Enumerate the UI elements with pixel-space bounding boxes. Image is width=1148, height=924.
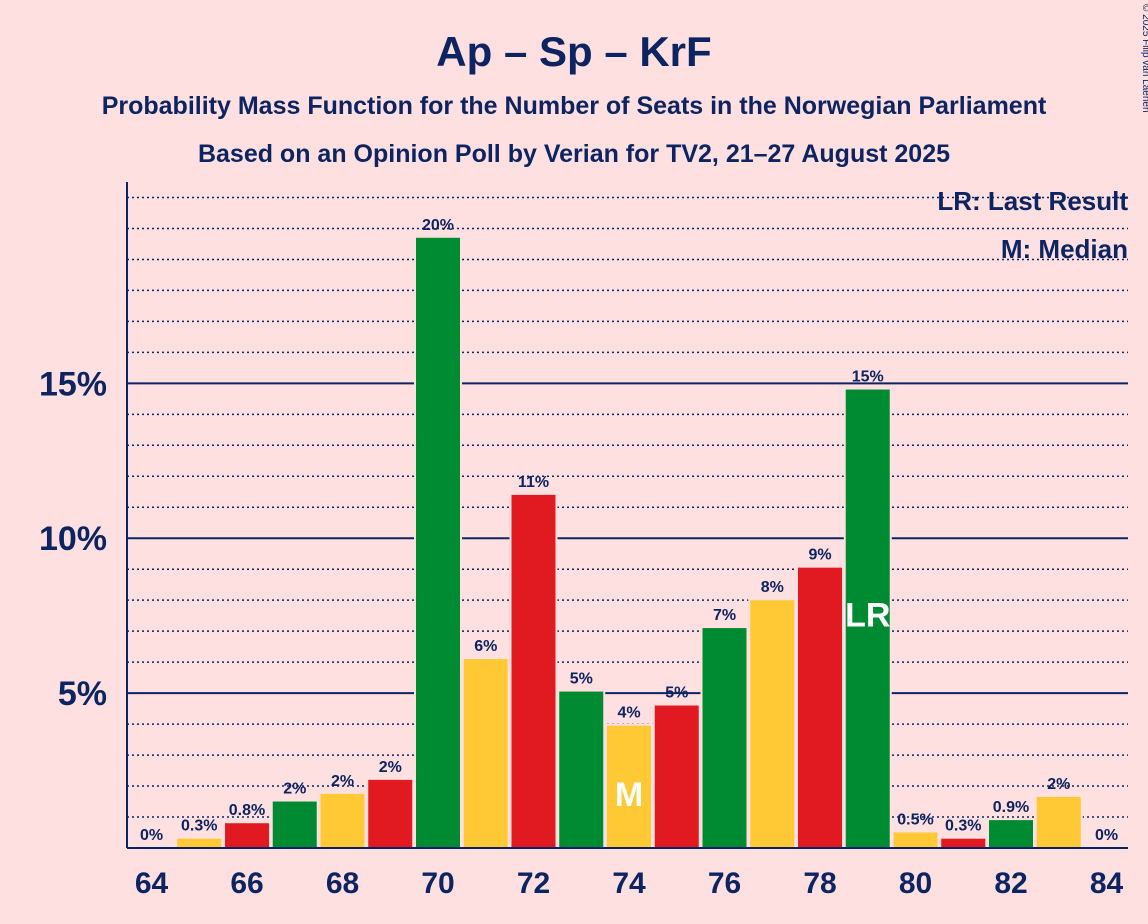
bar-seat-69: [368, 779, 413, 848]
x-tick-label: 82: [994, 867, 1027, 900]
data-label-seat-75: 5%: [665, 685, 688, 702]
x-tick-label: 84: [1090, 867, 1124, 900]
data-label-seat-74: 4%: [617, 705, 640, 722]
data-label-seat-70: 20%: [422, 217, 454, 234]
bar-seat-66: [225, 823, 269, 848]
chart-subtitle-2: Based on an Opinion Poll by Verian for T…: [198, 140, 950, 168]
data-label-seat-69: 2%: [379, 759, 402, 776]
bar-seat-74: [607, 725, 651, 848]
bar-seat-77: [750, 600, 795, 848]
y-tick-label: 10%: [39, 520, 107, 558]
x-tick-label: 66: [230, 867, 263, 900]
x-tick-label: 72: [517, 867, 550, 900]
data-label-seat-65: 0.3%: [181, 818, 217, 835]
data-label-seat-68: 2%: [331, 773, 354, 790]
x-tick-label: 64: [135, 867, 169, 900]
data-label-seat-84: 0%: [1095, 827, 1118, 844]
bar-seat-73: [559, 691, 604, 848]
legend-last-result: LR: Last Result: [937, 186, 1128, 216]
data-label-seat-79: 15%: [852, 369, 884, 386]
x-tick-label: 78: [803, 867, 836, 900]
data-label-seat-64: 0%: [140, 827, 163, 844]
bar-seat-67: [272, 801, 317, 848]
bar-seat-82: [989, 820, 1033, 848]
chart-subtitle: Probability Mass Function for the Number…: [102, 92, 1047, 120]
data-label-seat-82: 0.9%: [993, 799, 1029, 816]
data-label-seat-76: 7%: [713, 607, 736, 624]
bar-seat-71: [463, 659, 508, 848]
median-marker: M: [615, 776, 643, 814]
bar-seat-75: [654, 705, 699, 848]
x-tick-label: 68: [326, 867, 359, 900]
y-tick-label: 15%: [39, 365, 107, 403]
bar-seat-76: [702, 628, 747, 848]
y-axis-ticks: 5% 10% 15%: [39, 365, 107, 713]
data-label-seat-80: 0.5%: [897, 812, 933, 829]
x-tick-label: 70: [421, 867, 454, 900]
bars: [175, 235, 1083, 849]
bar-seat-80: [893, 832, 938, 848]
last-result-marker: LR: [845, 597, 890, 635]
bar-seat-83: [1036, 796, 1081, 848]
data-label-seat-81: 0.3%: [945, 818, 981, 835]
x-tick-label: 76: [708, 867, 741, 900]
bar-seat-79: [845, 389, 890, 848]
x-tick-label: 74: [612, 867, 646, 900]
data-label-seat-73: 5%: [570, 671, 593, 688]
bar-seat-72: [511, 494, 556, 848]
data-label-seat-77: 8%: [761, 579, 784, 596]
legend-median: M: Median: [1001, 234, 1128, 264]
bar-seat-81: [941, 838, 986, 848]
data-label-seat-71: 6%: [474, 638, 497, 655]
chart-title: Ap – Sp – KrF: [436, 28, 711, 75]
data-label-seat-78: 9%: [808, 547, 831, 564]
data-label-seat-72: 11%: [518, 474, 549, 491]
bar-seat-70: [416, 237, 460, 849]
data-label-seat-66: 0.8%: [229, 802, 265, 819]
copyright-text: © 2025 Filip van Laenen: [1140, 4, 1148, 113]
bar-seat-78: [798, 567, 842, 848]
data-label-seat-83: 2%: [1047, 776, 1070, 793]
bar-seat-65: [177, 838, 222, 848]
y-tick-label: 5%: [58, 675, 107, 713]
gridlines: [127, 196, 1128, 818]
data-labels: 0% 0.3% 0.8% 2% 2% 2% 20% 6% 11% 5% 4% M 5% 7% 8% 9% 15%…: [140, 217, 1118, 844]
bar-seat-68: [320, 793, 365, 848]
x-tick-label: 80: [899, 867, 932, 900]
x-axis-ticks: 64 66 68 70 72 74 76 78 80 82 84: [135, 867, 1124, 900]
data-label-seat-67: 2%: [283, 781, 306, 798]
